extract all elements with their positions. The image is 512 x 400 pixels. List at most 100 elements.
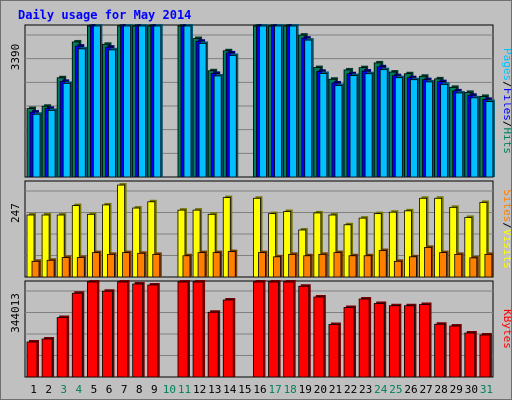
bar-kbytes-day-18 bbox=[283, 281, 295, 378]
bar-pages-day-12 bbox=[198, 43, 207, 178]
day-label-28: 28 bbox=[435, 383, 448, 396]
bar-kbytes-day-26 bbox=[404, 305, 415, 378]
panel-top-legend: Pages/Files/Hits bbox=[501, 48, 511, 154]
bar-sites-day-16 bbox=[258, 252, 266, 278]
bar-sites-day-8 bbox=[137, 252, 146, 278]
bar-sites-day-14 bbox=[227, 251, 236, 278]
panel-bottom-legend: KBytes bbox=[501, 309, 511, 349]
bar-visits-day-26 bbox=[404, 210, 412, 278]
bar-sites-day-31 bbox=[484, 253, 493, 278]
bar-kbytes-day-12 bbox=[192, 281, 204, 378]
bar-sites-day-11 bbox=[182, 255, 191, 278]
bar-sites-day-9 bbox=[152, 253, 161, 278]
bar-pages-day-18 bbox=[289, 25, 298, 178]
bar-pages-day-22 bbox=[349, 75, 358, 178]
bar-sites-day-6 bbox=[107, 253, 115, 278]
bar-pages-day-19 bbox=[304, 39, 313, 178]
bar-visits-day-4 bbox=[71, 205, 80, 278]
bar-sites-day-12 bbox=[197, 252, 206, 278]
bar-kbytes-day-6 bbox=[102, 290, 113, 378]
bar-kbytes-day-8 bbox=[132, 283, 144, 378]
bar-sites-day-17 bbox=[273, 256, 281, 278]
bar-kbytes-day-5 bbox=[86, 281, 98, 378]
bar-pages-day-8 bbox=[138, 25, 147, 178]
day-label-23: 23 bbox=[359, 383, 372, 396]
bar-sites-day-25 bbox=[393, 260, 402, 278]
bar-sites-day-30 bbox=[469, 257, 478, 278]
bar-pages-day-13 bbox=[213, 75, 222, 178]
bar-visits-day-31 bbox=[479, 202, 488, 278]
bar-pages-day-9 bbox=[153, 25, 162, 178]
bar-sites-day-4 bbox=[76, 257, 85, 278]
bar-visits-day-11 bbox=[177, 209, 186, 278]
bar-visits-day-7 bbox=[117, 184, 125, 278]
day-label-21: 21 bbox=[329, 383, 342, 396]
legend-files: Files bbox=[501, 88, 511, 121]
bar-visits-day-18 bbox=[283, 211, 292, 278]
bar-pages-day-16 bbox=[259, 25, 267, 178]
day-label-20: 20 bbox=[314, 383, 327, 396]
legend-sites: Sites bbox=[501, 189, 511, 222]
day-label-19: 19 bbox=[299, 383, 312, 396]
bar-visits-day-27 bbox=[419, 197, 427, 278]
bar-kbytes-day-22 bbox=[343, 307, 355, 378]
bar-pages-day-25 bbox=[394, 77, 403, 178]
bar-sites-day-28 bbox=[439, 252, 448, 278]
bar-kbytes-day-1 bbox=[26, 341, 38, 378]
bar-pages-day-23 bbox=[364, 73, 373, 178]
bar-pages-day-11 bbox=[183, 25, 192, 178]
day-label-10: 10 bbox=[163, 383, 176, 396]
panel-top-ymax-label: 3390 bbox=[9, 44, 22, 71]
bar-visits-day-12 bbox=[192, 209, 201, 278]
panel-bottom-ymax-label: 344013 bbox=[9, 293, 22, 333]
day-label-26: 26 bbox=[404, 383, 417, 396]
day-label-1: 1 bbox=[30, 383, 37, 396]
bar-pages-day-20 bbox=[319, 73, 328, 178]
bar-kbytes-day-30 bbox=[464, 332, 476, 378]
bar-pages-day-4 bbox=[77, 48, 86, 178]
day-label-24: 24 bbox=[374, 383, 388, 396]
bar-sites-day-27 bbox=[424, 247, 432, 278]
legend-kbytes: KBytes bbox=[501, 309, 511, 349]
day-label-6: 6 bbox=[106, 383, 113, 396]
chart-title: Daily usage for May 2014 bbox=[18, 8, 191, 22]
bar-visits-day-20 bbox=[313, 212, 322, 278]
bar-visits-day-16 bbox=[253, 197, 261, 278]
bar-visits-day-21 bbox=[328, 214, 337, 278]
bar-pages-day-1 bbox=[32, 113, 41, 178]
legend-separator: / bbox=[501, 81, 511, 88]
bar-pages-day-3 bbox=[62, 82, 71, 178]
day-label-31: 31 bbox=[480, 383, 493, 396]
day-label-16: 16 bbox=[253, 383, 266, 396]
bar-visits-day-2 bbox=[41, 214, 50, 278]
day-label-18: 18 bbox=[284, 383, 297, 396]
legend-separator: / bbox=[501, 222, 511, 229]
bar-sites-day-20 bbox=[318, 253, 327, 278]
bar-pages-day-26 bbox=[410, 79, 418, 178]
bar-pages-day-31 bbox=[485, 101, 494, 178]
bar-kbytes-day-28 bbox=[434, 323, 446, 378]
day-label-2: 2 bbox=[45, 383, 52, 396]
day-label-5: 5 bbox=[91, 383, 98, 396]
bar-pages-day-28 bbox=[440, 84, 449, 178]
panel-middle-ymax-label: 247 bbox=[9, 203, 22, 223]
bar-visits-day-14 bbox=[222, 197, 231, 278]
bar-visits-day-9 bbox=[147, 201, 156, 278]
bar-sites-day-23 bbox=[363, 255, 372, 278]
bar-visits-day-19 bbox=[298, 229, 307, 278]
bar-kbytes-day-24 bbox=[373, 303, 385, 378]
bar-visits-day-28 bbox=[434, 197, 443, 278]
legend-separator: / bbox=[501, 121, 511, 128]
bar-visits-day-6 bbox=[102, 204, 110, 278]
bar-visits-day-25 bbox=[388, 211, 397, 278]
bar-visits-day-17 bbox=[268, 213, 276, 278]
bar-pages-day-6 bbox=[108, 49, 116, 178]
day-label-25: 25 bbox=[389, 383, 402, 396]
bar-visits-day-24 bbox=[373, 213, 382, 278]
day-label-30: 30 bbox=[465, 383, 478, 396]
day-label-12: 12 bbox=[193, 383, 206, 396]
bar-pages-day-2 bbox=[47, 109, 56, 178]
bar-kbytes-day-23 bbox=[358, 298, 370, 378]
